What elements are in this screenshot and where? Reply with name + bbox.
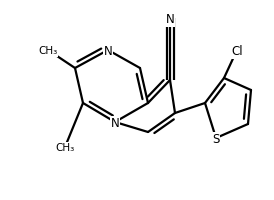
Text: Cl: Cl (231, 45, 243, 58)
Text: N: N (165, 13, 174, 26)
Text: N: N (104, 45, 112, 58)
Text: S: S (212, 133, 220, 146)
Text: N: N (111, 117, 119, 130)
Text: CH₃: CH₃ (38, 46, 58, 56)
Text: CH₃: CH₃ (55, 143, 75, 153)
